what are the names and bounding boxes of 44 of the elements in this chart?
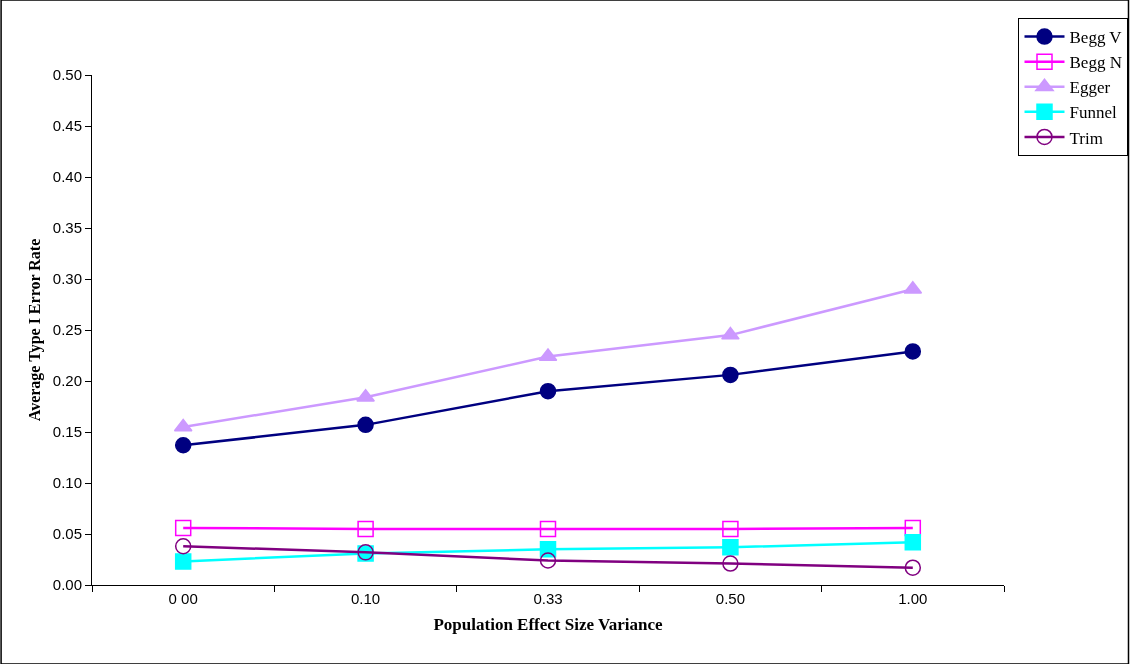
legend-label: Funnel bbox=[1069, 103, 1117, 123]
y-tick-label: 0.30 bbox=[52, 270, 82, 288]
y-axis-title: Average Type I Error Rate bbox=[25, 238, 44, 422]
y-tick-label: 0.45 bbox=[52, 117, 82, 135]
point bbox=[174, 553, 192, 570]
point bbox=[903, 280, 923, 294]
point bbox=[538, 348, 558, 362]
x-tick-label: 0 00 bbox=[168, 590, 198, 607]
point bbox=[357, 520, 374, 538]
y-tick-label: 0.20 bbox=[52, 372, 82, 390]
y-tick-label: 0.15 bbox=[52, 423, 82, 441]
x-tick-label: 1.00 bbox=[898, 590, 928, 607]
y-tick-label: 0.50 bbox=[52, 66, 82, 84]
point bbox=[904, 559, 922, 576]
y-tick-label: 0.35 bbox=[52, 219, 82, 237]
point bbox=[722, 366, 739, 384]
legend-label: Begg N bbox=[1069, 53, 1122, 73]
y-tick-label: 0.40 bbox=[52, 168, 82, 186]
point bbox=[722, 555, 739, 572]
point bbox=[174, 537, 192, 555]
legend-label: Trim bbox=[1069, 128, 1103, 148]
x-axis-title: Population Effect Size Variance bbox=[433, 615, 663, 635]
point bbox=[539, 552, 557, 569]
point bbox=[720, 326, 740, 340]
legend-label: Egger bbox=[1069, 78, 1111, 98]
point bbox=[357, 416, 374, 434]
point bbox=[174, 437, 192, 454]
x-tick-label: 0.10 bbox=[351, 590, 381, 607]
point bbox=[722, 520, 739, 538]
point bbox=[539, 382, 557, 400]
x-tick-label: 0.33 bbox=[533, 590, 563, 607]
x-tick-label: 0.50 bbox=[715, 590, 745, 607]
point bbox=[904, 519, 922, 537]
y-tick-label: 0.00 bbox=[52, 576, 82, 594]
point bbox=[904, 343, 922, 360]
point bbox=[722, 539, 739, 556]
y-tick-label: 0.05 bbox=[52, 525, 82, 543]
point bbox=[904, 533, 922, 551]
y-tick-label: 0.25 bbox=[52, 321, 82, 339]
point bbox=[539, 520, 557, 538]
point bbox=[173, 418, 193, 432]
legend-label: Begg V bbox=[1069, 28, 1123, 48]
y-tick-label: 0.10 bbox=[52, 474, 82, 492]
point bbox=[174, 519, 192, 537]
